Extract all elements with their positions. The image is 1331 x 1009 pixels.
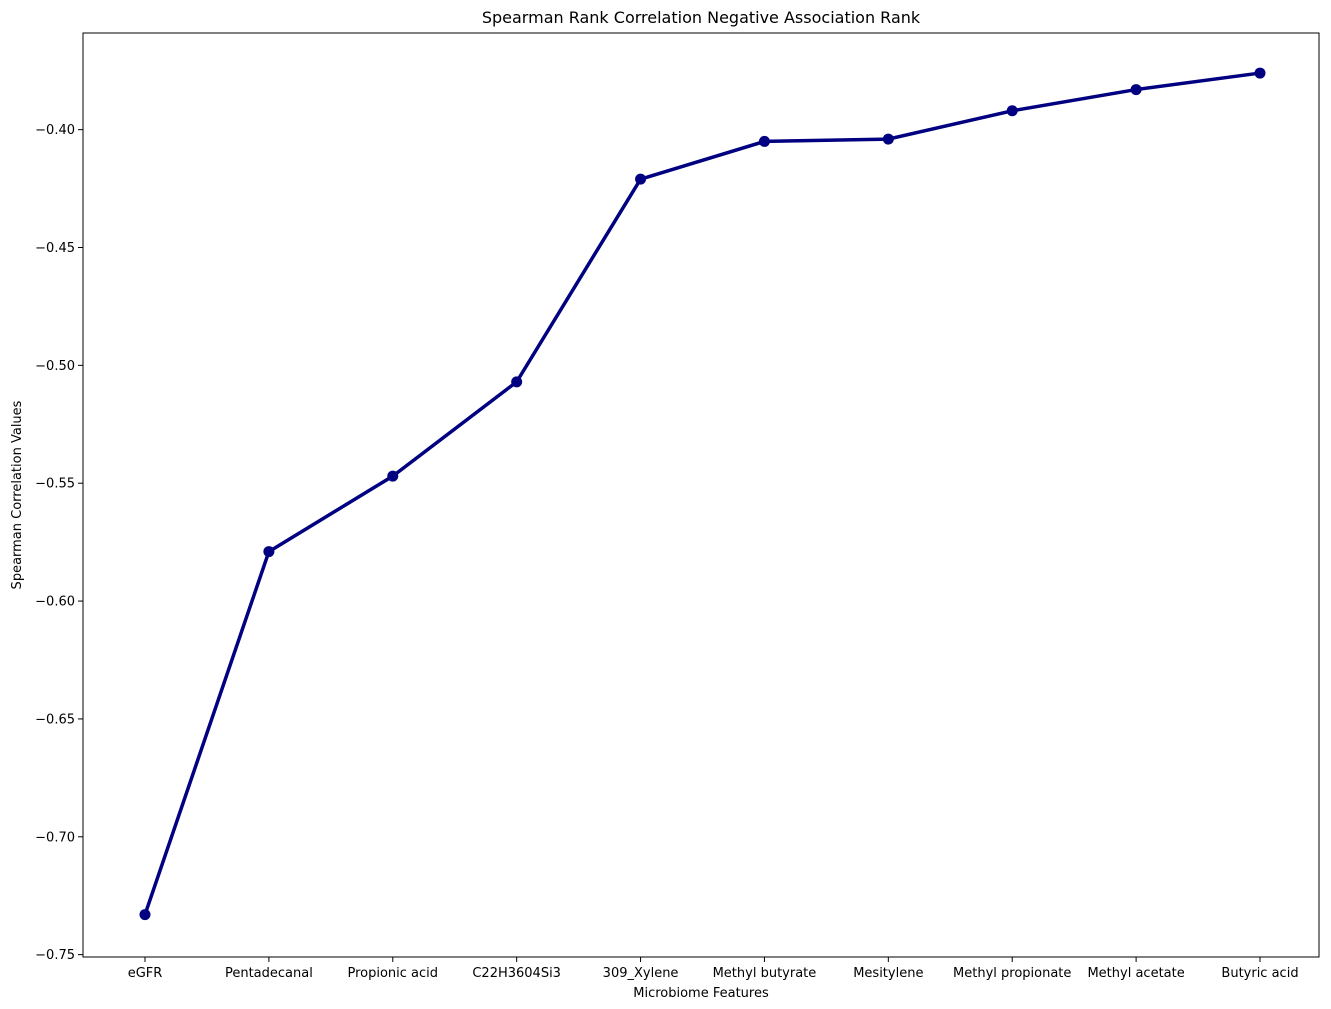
data-point [139,909,151,921]
x-tick-label: eGFR [128,966,163,981]
y-tick-label: −0.40 [35,123,75,138]
y-tick-label: −0.45 [35,241,75,256]
x-axis-title: Microbiome Features [633,986,769,1001]
y-tick-label: −0.60 [35,595,75,610]
x-tick-label: Mesitylene [853,966,923,981]
x-tick-label: Methyl propionate [953,966,1071,981]
data-point [511,376,523,388]
series-line-layer [139,67,1266,921]
y-tick-label: −0.55 [35,477,75,492]
y-axis: −0.75 −0.70 −0.65 −0.60 −0.55 −0.50 −0.45 −0.40 [35,123,83,963]
y-tick-label: −0.65 [35,712,75,727]
y-tick-label: −0.50 [35,359,75,374]
x-tick-label: C22H3604Si3 [472,966,561,981]
x-axis: eGFR Pentadecanal Propionic acid C22H3604Si… [128,957,1299,981]
data-point [758,135,770,147]
y-axis-title: Spearman Correlation Values [10,400,25,589]
x-tick-label: Pentadecanal [225,966,313,981]
plot-area [82,32,1320,958]
series-line [143,71,1262,917]
data-point [882,133,894,145]
data-point [1130,84,1142,96]
x-tick-label: Methyl acetate [1087,966,1184,981]
x-tick-label: 309_Xylene [603,966,679,981]
x-tick-label: Propionic acid [347,966,438,981]
y-tick-label: −0.75 [35,948,75,963]
data-point [387,470,399,482]
chart-title: Spearman Rank Correlation Negative Assoc… [482,8,921,27]
x-tick-label: Methyl butyrate [713,966,817,981]
data-point [1006,105,1018,117]
y-tick-label: −0.70 [35,830,75,845]
data-point [1254,67,1266,79]
x-tick-label: Butyric acid [1221,966,1298,981]
data-point [635,173,647,185]
data-point [263,546,275,558]
